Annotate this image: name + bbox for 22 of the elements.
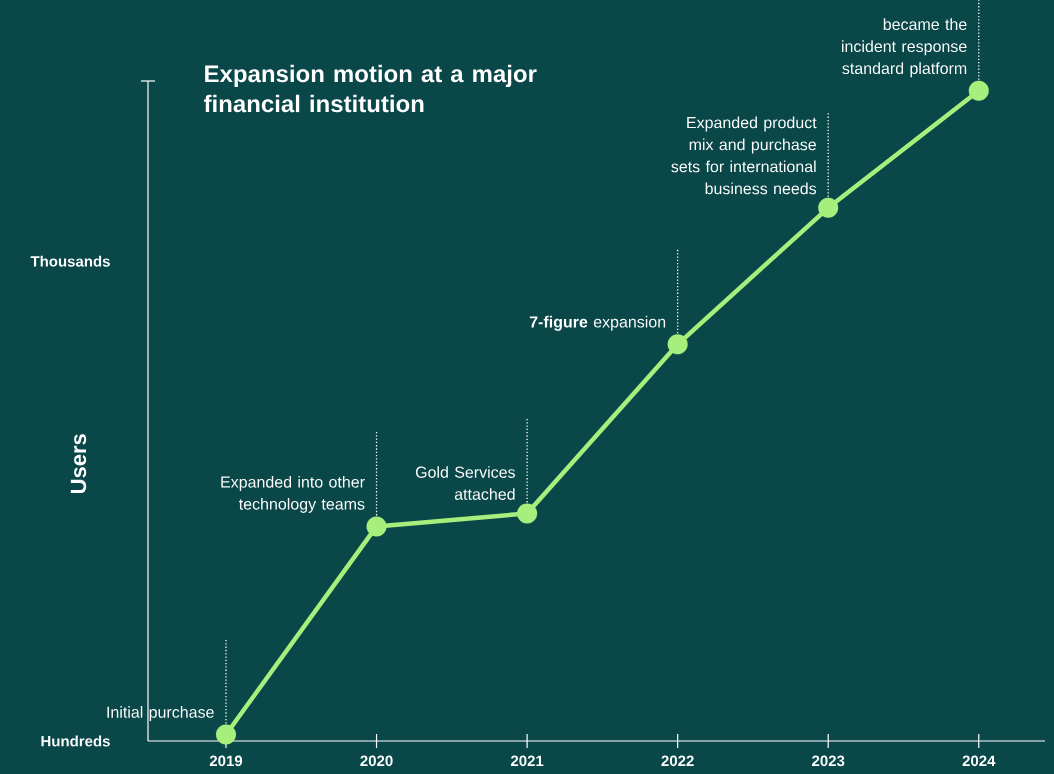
x-tick-label: 2021 (510, 755, 544, 767)
x-tick-label: 2019 (209, 755, 243, 767)
annotation: Expanded into other technology teams (221, 475, 365, 513)
x-tick-label: 2023 (812, 755, 845, 767)
x-tick-label: 2020 (360, 755, 393, 767)
y-axis-title: Users (70, 434, 87, 494)
text: Thousands (30, 255, 110, 267)
annotation: became the incident response standard platform (842, 18, 967, 78)
x-tick-label: 2024 (962, 755, 996, 767)
point (215, 724, 237, 745)
annotation: Expanded product mix and purchase sets for international business needs (671, 116, 817, 195)
text: Hundreds (41, 735, 110, 747)
point (517, 503, 538, 524)
annotation: 7-figure expansion (529, 315, 666, 331)
x-tick-label: 2022 (661, 755, 694, 767)
point (667, 334, 688, 355)
annotation: Gold Services attached (415, 466, 515, 500)
chart-title: Expansion motion at a major financial institution (203, 64, 537, 113)
point (818, 197, 839, 218)
point (968, 80, 989, 101)
annotation: Initial purchase (107, 706, 214, 721)
point (366, 516, 387, 537)
